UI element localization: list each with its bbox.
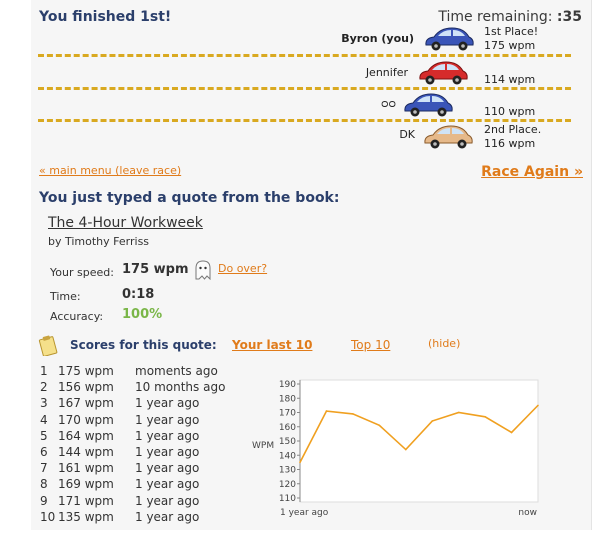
score-wpm: 164 wpm <box>58 428 114 443</box>
chart-plot-area <box>299 379 539 503</box>
chart-data-point <box>431 420 434 422</box>
scores-label: Scores for this quote: <box>70 338 217 352</box>
quote-heading: You just typed a quote from the book: <box>39 190 340 206</box>
score-when: 1 year ago <box>135 477 200 492</box>
tab-top-10[interactable]: Top 10 <box>351 338 391 352</box>
time-value: 0:18 <box>122 287 155 302</box>
chart-data-point <box>537 404 539 407</box>
chart-data-point <box>378 424 381 427</box>
car-icon <box>425 27 474 51</box>
score-wpm: 144 wpm <box>58 445 114 459</box>
chart-y-tick-label: 180 <box>279 394 296 404</box>
score-when: 1 year ago <box>135 445 200 459</box>
score-when: 10 months ago <box>135 380 226 395</box>
hide-scores-link[interactable]: (hide) <box>428 337 461 350</box>
chart-series-line <box>299 404 539 463</box>
score-when: 1 year ago <box>135 396 200 411</box>
wpm-text: 110 wpm <box>484 105 536 118</box>
score-rank: 3 <box>40 396 48 411</box>
chart-data-point <box>484 415 486 418</box>
chart-y-tick-label: 160 <box>279 423 296 433</box>
chart-y-tick-label: 120 <box>279 480 296 490</box>
racer-name-you: Byron (you) <box>341 32 414 45</box>
racer-place: 1st Place! 175 wpm <box>484 25 538 53</box>
time-remaining-value: :35 <box>556 9 582 25</box>
score-wpm: 170 wpm <box>58 412 114 427</box>
lane-divider <box>38 119 571 122</box>
score-rank: 5 <box>40 428 48 443</box>
car-icon <box>404 93 453 117</box>
score-when: 1 year ago <box>135 509 200 524</box>
lane-divider <box>38 54 571 57</box>
score-rank: 7 <box>40 461 48 476</box>
car-icon <box>419 61 468 85</box>
main-menu-link[interactable]: « main menu (leave race) <box>39 164 182 177</box>
score-when: 1 year ago <box>135 493 200 508</box>
chart-data-point <box>325 410 328 412</box>
accuracy-label: Accuracy: <box>50 310 104 323</box>
racer-name: Jennifer <box>365 66 408 79</box>
chart-data-point <box>352 413 354 415</box>
accuracy-value: 100% <box>122 307 163 322</box>
score-wpm: 171 wpm <box>58 493 114 508</box>
speed-value: 175 wpm <box>122 262 189 277</box>
book-author: by Timothy Ferriss <box>48 235 150 248</box>
chart-y-tick-label: 150 <box>279 437 296 447</box>
score-rank: 9 <box>40 493 48 508</box>
chart-data-point <box>510 431 513 434</box>
car-icon <box>424 125 473 149</box>
wpm-chart: 190 180 170 160 150 140 130 120 110 WPM 1 year ago… <box>252 379 539 518</box>
score-rank: 1 <box>40 364 48 378</box>
score-wpm: 156 wpm <box>58 380 114 395</box>
chart-data-point <box>299 461 301 464</box>
time-remaining: Time remaining: :35 <box>438 9 582 25</box>
score-when: 1 year ago <box>135 428 200 443</box>
racer-place: 2nd Place. 116 wpm <box>484 123 541 151</box>
time-remaining-label: Time remaining: <box>438 9 553 25</box>
place-text: 2nd Place. <box>484 123 542 136</box>
wpm-text: 116 wpm <box>484 137 536 150</box>
book-title-link[interactable]: The 4-Hour Workweek <box>48 215 203 231</box>
racer-place: 110 wpm <box>484 105 535 119</box>
chart-y-tick-label: 110 <box>279 494 296 504</box>
chart-y-tick-label: 170 <box>279 409 296 419</box>
racer-name: DK <box>399 128 415 141</box>
ghost-icon <box>195 260 211 280</box>
chart-data-point <box>457 411 460 414</box>
score-wpm: 161 wpm <box>58 461 114 476</box>
score-wpm: 167 wpm <box>58 396 114 411</box>
wpm-text: 175 wpm <box>484 39 536 52</box>
score-wpm: 169 wpm <box>58 477 114 492</box>
score-rank: 2 <box>40 380 48 395</box>
score-rank: 10 <box>40 509 56 524</box>
score-rank: 4 <box>40 412 48 427</box>
place-text: 1st Place! <box>484 25 539 38</box>
lane-divider <box>38 87 571 90</box>
score-rank: 6 <box>40 445 48 459</box>
racer-name: ᴑᴑ <box>380 97 396 110</box>
racer-place: 114 wpm <box>484 73 535 87</box>
chart-y-tick-label: 130 <box>279 466 296 476</box>
race-again-button[interactable]: Race Again » <box>481 164 583 180</box>
score-when: moments ago <box>135 364 218 378</box>
clipboard-icon <box>38 335 58 356</box>
wpm-text: 114 wpm <box>484 73 536 86</box>
time-label: Time: <box>50 290 81 303</box>
speed-label: Your speed: <box>50 266 114 279</box>
tab-your-last-10[interactable]: Your last 10 <box>232 338 313 352</box>
score-when: 1 year ago <box>135 412 200 427</box>
race-result-title: You finished 1st! <box>39 9 172 25</box>
chart-y-tick-label: 140 <box>279 451 296 461</box>
chart-y-label: WPM <box>252 441 274 451</box>
score-when: 1 year ago <box>135 461 200 476</box>
chart-x-end-label: now <box>518 508 537 518</box>
chart-x-start-label: 1 year ago <box>280 508 329 518</box>
chart-data-point <box>404 448 407 451</box>
score-wpm: 175 wpm <box>58 364 114 378</box>
score-wpm: 135 wpm <box>58 509 114 524</box>
do-over-link[interactable]: Do over? <box>218 262 268 275</box>
score-rank: 8 <box>40 477 48 492</box>
chart-y-tick-label: 190 <box>279 380 296 390</box>
